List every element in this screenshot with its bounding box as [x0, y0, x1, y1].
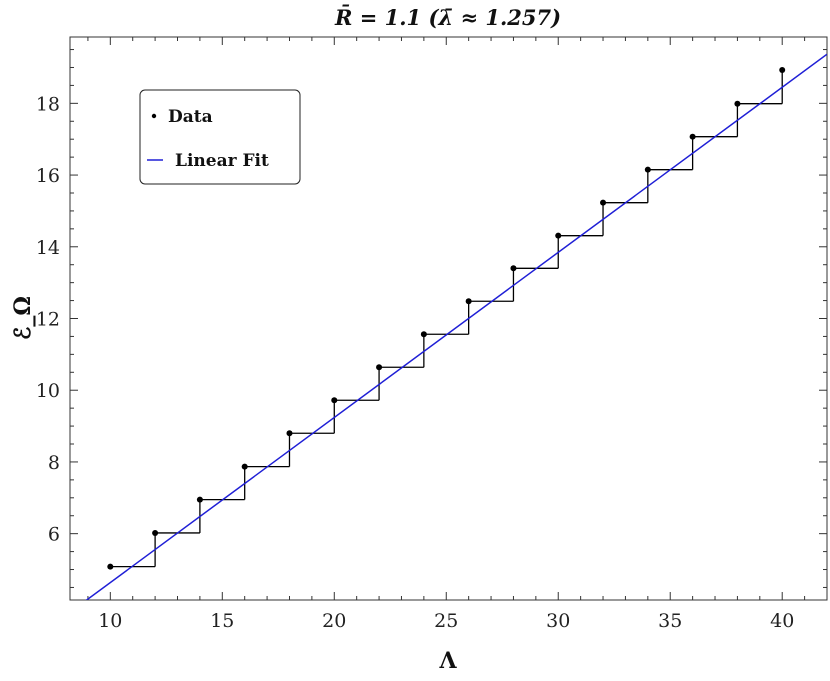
- data-point: [600, 199, 607, 206]
- data-point: [555, 232, 562, 239]
- y-tick-label: 10: [36, 380, 60, 402]
- y-tick-label: 12: [36, 309, 60, 331]
- legend-entry-linear-fit: Linear Fit: [175, 151, 269, 171]
- legend-entry-data: Data: [168, 107, 213, 127]
- data-point: [734, 100, 741, 107]
- linear-fit-line: [85, 53, 827, 600]
- y-tick-label: 6: [48, 524, 60, 546]
- x-tick-label: 10: [98, 610, 122, 632]
- x-axis-label: Λ: [438, 648, 457, 674]
- data-point: [376, 364, 383, 371]
- y-tick-label: 18: [36, 93, 60, 115]
- data-point: [152, 529, 159, 536]
- y-tick-label: 14: [36, 237, 60, 259]
- legend-data-marker: [151, 113, 157, 119]
- data-point: [510, 265, 517, 272]
- data-point: [420, 331, 427, 338]
- plot-area: 10 15 20 25 30 35 40 6 8 10 12 14 16 18: [36, 36, 828, 632]
- data-point: [196, 496, 203, 503]
- data-point: [107, 563, 114, 570]
- y-tick-label: 8: [48, 452, 60, 474]
- data-point: [465, 298, 472, 305]
- legend-box: [139, 89, 301, 185]
- x-tick-label: 35: [658, 610, 682, 632]
- x-tick-label: 30: [546, 610, 570, 632]
- data-point: [689, 133, 696, 140]
- data-point: [286, 430, 293, 437]
- x-tick-label: 40: [770, 610, 794, 632]
- chart-title: R̄ = 1.1 (λ̄ ≈ 1.257): [334, 5, 561, 30]
- data-point: [241, 463, 248, 470]
- y-axis-label: ℰ_Ω: [10, 296, 36, 340]
- data-point: [779, 66, 786, 73]
- x-tick-label: 20: [322, 610, 346, 632]
- legend: Data Linear Fit: [139, 89, 301, 185]
- x-tick-label: 25: [434, 610, 458, 632]
- data-point: [331, 397, 338, 404]
- data-point: [644, 166, 651, 173]
- x-tick-label: 15: [210, 610, 234, 632]
- y-tick-label: 16: [36, 165, 60, 187]
